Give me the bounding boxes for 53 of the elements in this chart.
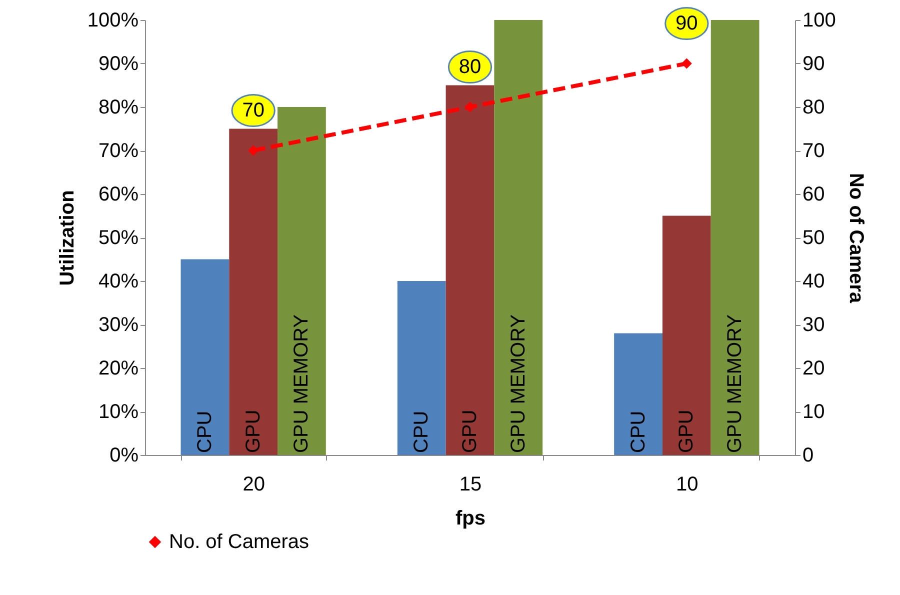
text: GPU [676,410,698,453]
x-tick-label: 10 [676,474,698,496]
y-tick-label: 0% [110,444,139,466]
data-label: 90 [676,12,698,34]
y2-tick-label: 0 [802,444,814,466]
bar [397,281,446,455]
y-tick-label: 50% [98,227,139,249]
point [464,102,476,112]
bar [180,259,230,455]
point [248,145,259,156]
y2-tick-label: 40 [802,270,825,292]
data-label: 80 [458,56,482,78]
text: GPU [459,410,481,453]
y-tick-label: 70% [98,140,139,162]
y-tick-label: 20% [98,358,139,380]
bar [614,333,662,455]
series-label: GPU MEMORY [290,314,313,453]
y2-tick-label: 30 [802,314,825,336]
y-tick-label: 30% [98,314,139,336]
y-tick-label: 100% [87,10,139,32]
y2-tick-label: 10 [802,401,825,423]
data-label: 70 [242,100,264,122]
bar [710,20,760,455]
y-tick-label: 40% [98,270,139,292]
bar [278,107,326,455]
text: CPU [627,410,650,453]
point [681,58,692,69]
y2-tick-label: 70 [802,140,825,162]
x-axis-title: fps [456,508,486,530]
x-tick-label: 15 [459,474,482,496]
series-label: GPU [242,410,264,453]
bar [494,20,543,455]
y-tick-label: 90% [98,53,139,75]
y-axis-title: Utilization [56,190,78,286]
y2-axis-title: No of Camera [844,172,867,304]
y-tick-label: 80% [98,96,139,118]
y2-tick-label: 60 [802,184,825,206]
y2-tick-label: 50 [802,227,825,249]
x-tick-label: 20 [242,474,265,496]
bar [662,216,711,455]
text: GPU MEMORY [724,314,746,453]
bar [446,85,494,455]
y-tick-label: 10% [98,401,139,423]
legend-label: No. of Cameras [169,531,310,553]
y2-tick-label: 20 [802,358,825,380]
y2-tick-label: 90 [802,53,825,75]
text: CPU [410,410,433,453]
bar [229,128,278,455]
y-tick-label: 60% [98,184,139,206]
y2-tick-label: 100 [802,10,836,32]
y2-tick-label: 80 [802,96,825,118]
series-label: CPU [194,410,216,453]
text: GPU MEMORY [507,314,530,453]
